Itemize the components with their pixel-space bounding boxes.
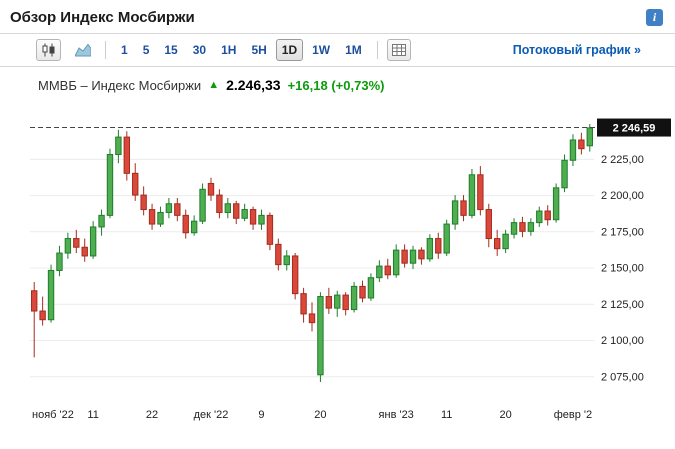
svg-text:2 225,00: 2 225,00	[601, 154, 644, 166]
info-icon[interactable]: i	[646, 9, 663, 26]
price-change-percent: (+0,73%)	[331, 77, 385, 93]
toolbar-separator-2	[376, 41, 378, 59]
interval-group: 1 5 15 30 1H 5H 1D 1W 1M	[115, 39, 368, 61]
interval-1[interactable]: 1	[121, 43, 128, 57]
toolbar-separator	[105, 41, 106, 59]
x-axis-labels: нояб '22 11 22 дек '22 9 20 янв '23 11 20 февр '2	[32, 409, 592, 421]
streaming-chart-link[interactable]: Потоковый график »	[512, 43, 641, 57]
svg-text:2 075,00: 2 075,00	[601, 371, 644, 383]
data-table-button[interactable]	[386, 39, 411, 61]
chart-toolbar: 1 5 15 30 1H 5H 1D 1W 1M Потоковый графи…	[0, 33, 675, 67]
last-price: 2.246,33	[226, 77, 281, 93]
table-icon	[391, 44, 406, 56]
price-change-value: +16,18	[287, 77, 328, 93]
candlestick-chart-type-button[interactable]	[36, 39, 61, 61]
svg-text:2 125,00: 2 125,00	[601, 299, 644, 311]
candlestick-chart[interactable]: 2 225,00 2 200,00 2 175,00 2 150,00 2 125,00…	[0, 95, 675, 436]
svg-text:2 100,00: 2 100,00	[601, 335, 644, 347]
svg-text:20: 20	[314, 409, 326, 421]
y-axis-labels: 2 225,00 2 200,00 2 175,00 2 150,00 2 125,00…	[601, 154, 644, 383]
area-chart-type-button[interactable]	[70, 39, 96, 61]
svg-text:янв '23: янв '23	[379, 409, 414, 421]
interval-15[interactable]: 15	[164, 43, 178, 57]
candlestick-icon	[42, 43, 55, 57]
svg-text:февр '2: февр '2	[554, 409, 592, 421]
instrument-name: ММВБ – Индекс Мосбиржи	[38, 77, 202, 93]
interval-1d[interactable]: 1D	[275, 39, 304, 61]
widget-header: Обзор Индекс Мосбиржи i	[0, 0, 675, 33]
interval-30[interactable]: 30	[192, 43, 207, 57]
candles	[31, 124, 593, 383]
svg-text:2 150,00: 2 150,00	[601, 263, 644, 275]
svg-text:дек '22: дек '22	[194, 409, 229, 421]
quote-row: ММВБ – Индекс Мосбиржи ▲ 2.246,33 +16,18…	[0, 67, 675, 95]
interval-5h[interactable]: 5H	[251, 43, 267, 57]
interval-5[interactable]: 5	[142, 43, 150, 57]
svg-text:2 175,00: 2 175,00	[601, 226, 644, 238]
svg-text:20: 20	[499, 409, 511, 421]
interval-1w[interactable]: 1W	[312, 43, 331, 57]
last-price-tag	[597, 118, 671, 137]
gridlines	[30, 158, 594, 378]
interval-1h[interactable]: 1H	[221, 43, 237, 57]
svg-text:22: 22	[146, 409, 158, 421]
svg-text:9: 9	[258, 409, 264, 421]
area-chart-icon	[75, 43, 91, 57]
svg-text:2 200,00: 2 200,00	[601, 190, 644, 202]
svg-text:нояб '22: нояб '22	[32, 409, 74, 421]
interval-1m[interactable]: 1M	[345, 43, 362, 57]
price-change: +16,18 (+0,73%)	[288, 78, 385, 93]
svg-text:11: 11	[441, 409, 452, 421]
page-title: Обзор Индекс Мосбиржи	[10, 9, 195, 26]
svg-text:11: 11	[87, 409, 98, 421]
last-price-tag-label: 2 246,59	[613, 123, 656, 135]
up-arrow-icon: ▲	[208, 79, 220, 91]
